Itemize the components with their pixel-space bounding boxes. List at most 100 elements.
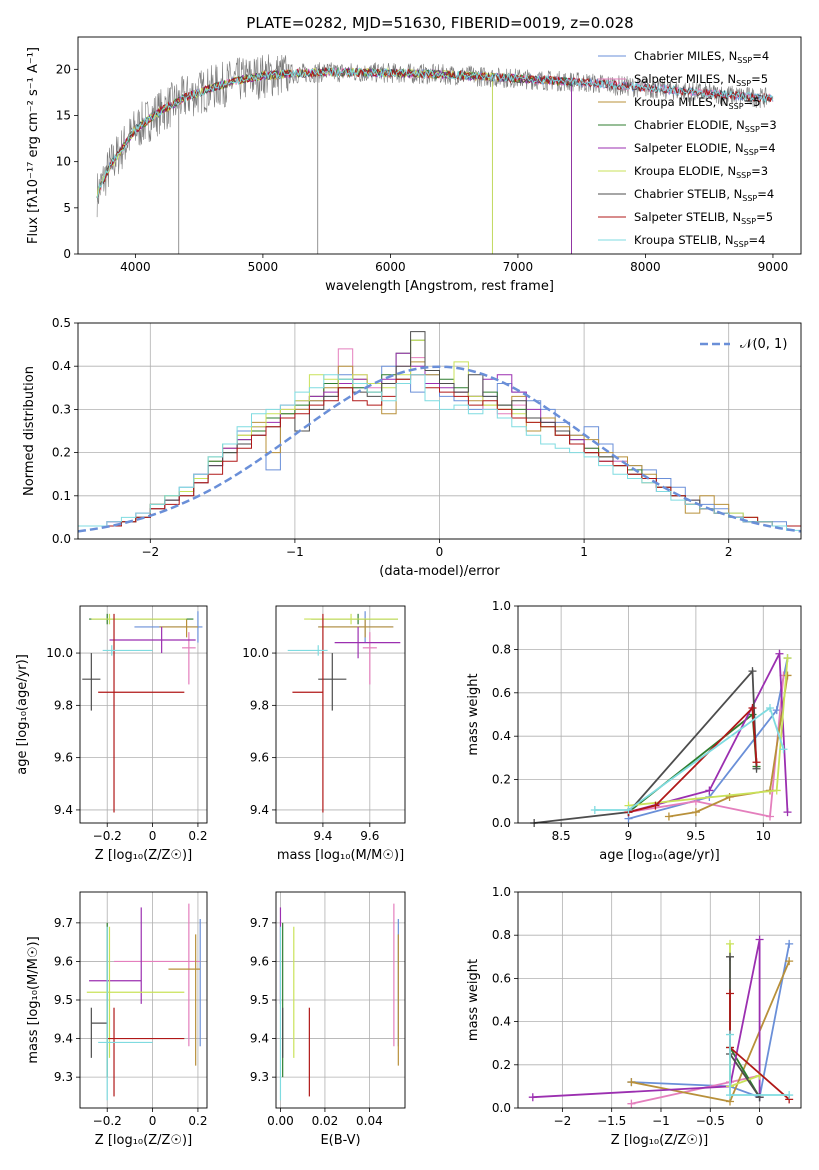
errorbar-2 xyxy=(114,903,201,1047)
axes-frame xyxy=(275,605,406,824)
x-axis-label: age [log₁₀(age/yr)] xyxy=(599,848,720,863)
y-tick-label: 9.4 xyxy=(250,1032,269,1046)
axes-frame xyxy=(275,891,406,1109)
errorbar-2 xyxy=(182,632,196,685)
y-axis-label: mass weight xyxy=(466,959,481,1041)
weight-marker xyxy=(779,745,788,754)
y-tick-label: 0.6 xyxy=(492,686,511,700)
y-tick-label: 0.1 xyxy=(52,489,71,503)
y-tick-label: 0.6 xyxy=(492,971,511,985)
weight-marker xyxy=(726,1030,735,1039)
histogram-9 xyxy=(78,374,801,531)
x-tick-label: 8000 xyxy=(630,260,661,274)
legend-subscript: SSP xyxy=(741,217,756,226)
weight-marker xyxy=(726,952,735,961)
x-axis-label: E(B-V) xyxy=(320,1133,360,1148)
y-tick-label: 0.4 xyxy=(492,729,511,743)
legend-label: Chabrier ELODIE, NSSP=3 xyxy=(634,118,777,134)
errorbar-2 xyxy=(362,632,377,685)
y-tick-label: 15 xyxy=(56,108,71,122)
weight-marker xyxy=(783,654,792,663)
y-tick-label: 0.8 xyxy=(492,642,511,656)
weight-marker xyxy=(783,671,792,680)
plot-area xyxy=(279,903,399,1101)
legend-subscript: SSP xyxy=(734,240,749,249)
x-axis-label: mass [log₁₀(M/M☉)] xyxy=(277,848,404,863)
errorbar-9 xyxy=(98,926,153,1101)
y-axis-label: Flux [fλ10⁻¹⁷ erg cm⁻² s⁻¹ A⁻¹] xyxy=(26,47,41,244)
legend-subscript: SSP xyxy=(745,125,760,134)
x-tick-label: 0.04 xyxy=(356,1114,383,1128)
weight-marker xyxy=(627,1099,636,1108)
x-tick-label: 7000 xyxy=(503,260,534,274)
model-spectrum-9 xyxy=(96,66,774,199)
y-tick-label: 0.2 xyxy=(52,446,71,460)
weight-marker xyxy=(752,758,761,767)
errorbar-3 xyxy=(318,619,394,638)
y-tick-label: 9.6 xyxy=(54,751,73,765)
y-tick-label: 0.2 xyxy=(492,773,511,787)
axes-frame xyxy=(517,605,802,824)
weight-marker xyxy=(726,989,735,998)
legend: Chabrier MILES, NSSP=4 Salpeter MILES, NS… xyxy=(598,49,777,249)
legend-label: Kroupa ELODIE, NSSP=3 xyxy=(634,164,768,180)
y-tick-label: 9.3 xyxy=(250,1070,269,1084)
errorbar-3 xyxy=(168,934,201,1066)
weight-line-8 xyxy=(628,705,758,813)
errorbar-3 xyxy=(159,619,198,638)
x-tick-label: 4000 xyxy=(120,260,151,274)
legend-subscript: SSP xyxy=(737,56,752,65)
x-tick-label: 9.5 xyxy=(686,829,705,843)
x-tick-label: 2 xyxy=(725,545,733,559)
weight-marker xyxy=(624,805,633,814)
x-tick-label: 5000 xyxy=(248,260,279,274)
panel-5: −0.2 0 0.2 9.3 9.4 9.5 9.6 9.7 Z [log₁₀(Z/Z☉)] ma… xyxy=(26,891,207,1148)
errorbar-9 xyxy=(287,645,328,656)
x-tick-label: 0.2 xyxy=(188,1114,207,1128)
legend-value: =4 xyxy=(749,233,766,247)
y-tick-label: 0.2 xyxy=(492,1058,511,1072)
y-tick-label: 20 xyxy=(56,62,71,76)
figure-title: PLATE=0282, MJD=51630, FIBERID=0019, z=0… xyxy=(246,14,633,32)
x-tick-label: 10 xyxy=(756,829,771,843)
legend-subscript: SSP xyxy=(736,171,751,180)
y-tick-label: 0.8 xyxy=(492,928,511,942)
x-tick-label: 1 xyxy=(580,545,588,559)
y-tick-label: 9.4 xyxy=(54,1032,73,1046)
x-tick-label: 0 xyxy=(436,545,444,559)
weight-marker xyxy=(775,649,784,658)
weight-marker xyxy=(528,1093,537,1102)
errorbar-7 xyxy=(82,653,101,711)
y-tick-label: 9.3 xyxy=(54,1070,73,1084)
y-tick-label: 9.7 xyxy=(250,916,269,930)
model-spectrum-6 xyxy=(96,67,493,254)
legend-value: =3 xyxy=(760,118,777,132)
x-axis-label: Z [log₁₀(Z/Z☉)] xyxy=(95,848,192,863)
plot-area xyxy=(78,331,801,533)
plot-area xyxy=(528,935,794,1108)
x-axis-label: Z [log₁₀(Z/Z☉)] xyxy=(611,1133,708,1148)
panel-1: −2 −1 0 1 2 0.0 0.1 0.2 0.3 0.4 0.5 (data-model)/er… xyxy=(22,316,802,579)
plot-area xyxy=(530,649,792,827)
x-tick-label: 9000 xyxy=(758,260,789,274)
legend-subscript: SSP xyxy=(742,194,757,203)
weight-marker xyxy=(783,808,792,817)
legend-label: Salpeter ELODIE, NSSP=4 xyxy=(634,141,776,157)
y-tick-label: 10.0 xyxy=(46,646,73,660)
x-tick-label: −0.2 xyxy=(93,1114,122,1128)
errorbar-6 xyxy=(91,613,187,625)
panel-7: −2 −1.5 −1 −0.5 0 0.0 0.2 0.4 0.6 0.8 1.0 Z [log₁₀(… xyxy=(466,885,802,1148)
panel-0: 4000 5000 6000 7000 8000 9000 0 5 10 15 20 waveleng… xyxy=(26,36,802,294)
legend-subscript: SSP xyxy=(736,79,751,88)
plot-area xyxy=(287,611,401,813)
y-tick-label: 1.0 xyxy=(492,885,511,899)
weight-marker xyxy=(664,812,673,821)
weight-marker xyxy=(748,667,757,676)
x-tick-label: −1 xyxy=(286,545,304,559)
weight-marker xyxy=(726,939,735,948)
legend-value: =4 xyxy=(759,141,776,155)
weight-marker xyxy=(772,786,781,795)
y-tick-label: 9.7 xyxy=(54,916,73,930)
weight-line-1 xyxy=(631,943,791,1099)
errorbar-8 xyxy=(107,1007,185,1097)
